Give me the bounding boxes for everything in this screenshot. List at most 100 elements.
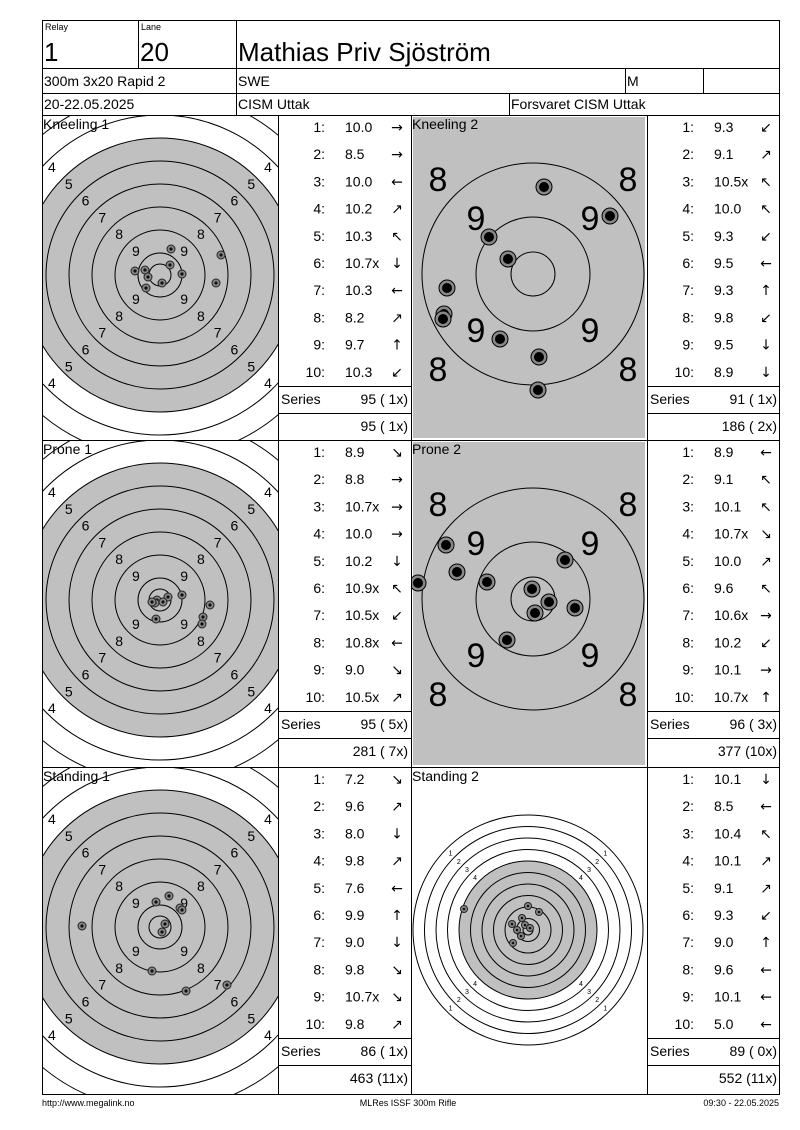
shot-score: 9.3 (714, 119, 734, 135)
shot-number: 7: (682, 934, 694, 950)
ring-label: 8 (197, 878, 205, 894)
series-label: Series (281, 391, 321, 407)
shot-number: 3: (682, 498, 694, 514)
ring-label: 9 (467, 312, 486, 350)
shot-hole-center (180, 272, 184, 276)
series-score: 96 ( 3x) (730, 716, 777, 732)
panel-title: Prone 1 (43, 441, 92, 457)
ring-label: 7 (214, 977, 222, 993)
shot-direction: ↖ (760, 826, 772, 842)
ring-label: 6 (231, 193, 239, 209)
ring-label: 1 (603, 851, 607, 858)
shot-hole-center (452, 567, 462, 577)
shot-number: 5: (313, 880, 325, 896)
shot-number: 1: (682, 444, 694, 460)
relay: 1 (44, 37, 58, 67)
shot-hole-center (413, 578, 423, 588)
team: Forsvaret CISM Uttak (511, 96, 647, 112)
ring-label: 4 (473, 981, 477, 988)
ring-label: 7 (214, 650, 222, 666)
ring-label: 8 (115, 551, 123, 567)
shot-number: 4: (682, 526, 694, 542)
shot-score: 8.9 (345, 444, 365, 460)
shot-hole-center (200, 622, 204, 626)
ring-label: 7 (98, 209, 106, 225)
ring-label: 8 (619, 351, 638, 389)
shot-score: 7.2 (345, 771, 365, 787)
shot-direction: ↓ (760, 338, 772, 354)
shot-score: 8.8 (345, 471, 365, 487)
shot-hole-center (441, 540, 451, 550)
series-label: Series (650, 391, 690, 407)
shot-score: 10.8x (345, 634, 379, 650)
ring (68, 835, 252, 1019)
shot-score: 10.7x (345, 498, 379, 514)
ring (424, 826, 632, 1034)
shot-score: 10.5x (345, 607, 379, 623)
ring-label: 8 (115, 633, 123, 649)
ring-label: 9 (581, 200, 600, 238)
shot-score: 9.8 (714, 309, 734, 325)
shot-hole-center (163, 922, 167, 926)
shot-score: 9.3 (714, 907, 734, 923)
shot-direction: ↓ (391, 826, 403, 842)
ring (45, 485, 275, 715)
shot-direction: → (391, 120, 403, 136)
ring-label: 4 (264, 375, 272, 391)
ring (493, 895, 563, 965)
shot-number: 8: (682, 309, 694, 325)
ring (475, 216, 591, 332)
scores: Kneeling 1 1: 10.0 → 2: 8.5 → 3: 10.0 ← 4: 10.2 ↗ 5: 1… (43, 116, 780, 1086)
shot-direction: ↖ (760, 581, 772, 597)
shot-direction: ↗ (391, 690, 403, 706)
outer-border (42, 20, 780, 1095)
ring-label: 3 (465, 989, 469, 996)
ring-label: 1 (449, 851, 453, 858)
shot-score: 10.1 (714, 853, 741, 869)
shot-direction: ↘ (391, 772, 403, 788)
shot-number: 1: (682, 771, 694, 787)
shot-score: 10.0 (714, 201, 741, 217)
ring-label: 8 (619, 486, 638, 524)
ring-label: 9 (581, 312, 600, 350)
ring-label: 9 (132, 943, 140, 959)
ring-label: 4 (579, 981, 583, 988)
shot-hole-center (180, 908, 184, 912)
ring-label: 4 (48, 1027, 56, 1043)
ring-label: 5 (247, 358, 255, 374)
ring-label: 9 (467, 200, 486, 238)
shot-direction: ← (391, 635, 403, 651)
ring-label: 3 (587, 989, 591, 996)
shot-number: 3: (313, 825, 325, 841)
shot-hole-center (219, 253, 223, 257)
shot-direction: ↗ (760, 854, 772, 870)
shot-hole-center (150, 600, 154, 604)
series-score: 86 ( 1x) (361, 1043, 408, 1059)
ring (148, 915, 172, 939)
shot-direction: ↖ (760, 174, 772, 190)
shot-number: 9: (313, 662, 325, 678)
shot-number: 8: (313, 309, 325, 325)
shot-score: 8.9 (714, 364, 734, 380)
ring (45, 812, 275, 1042)
shot-number: 10: (675, 689, 694, 705)
shot-hole-center (80, 924, 84, 928)
panel-title: Kneeling 2 (412, 116, 478, 132)
ring-label: 7 (214, 861, 222, 877)
shot-hole-center (201, 615, 205, 619)
shot-number: 9: (313, 989, 325, 1005)
shot-direction: ↖ (760, 202, 772, 218)
footer-left: http://www.megalink.no (42, 1098, 135, 1108)
shot-hole-center (133, 269, 137, 273)
shot-direction: ↑ (391, 338, 403, 354)
shot-score: 9.6 (345, 798, 365, 814)
panel-title: Prone 2 (412, 441, 461, 457)
shot-hole-center (154, 900, 158, 904)
shot-hole-center (482, 577, 492, 587)
shot-score: 10.9x (345, 580, 379, 596)
ring (43, 462, 278, 738)
ring-label: 5 (247, 828, 255, 844)
ring (421, 487, 645, 711)
target: 9 99 98 88 8 (412, 442, 645, 765)
